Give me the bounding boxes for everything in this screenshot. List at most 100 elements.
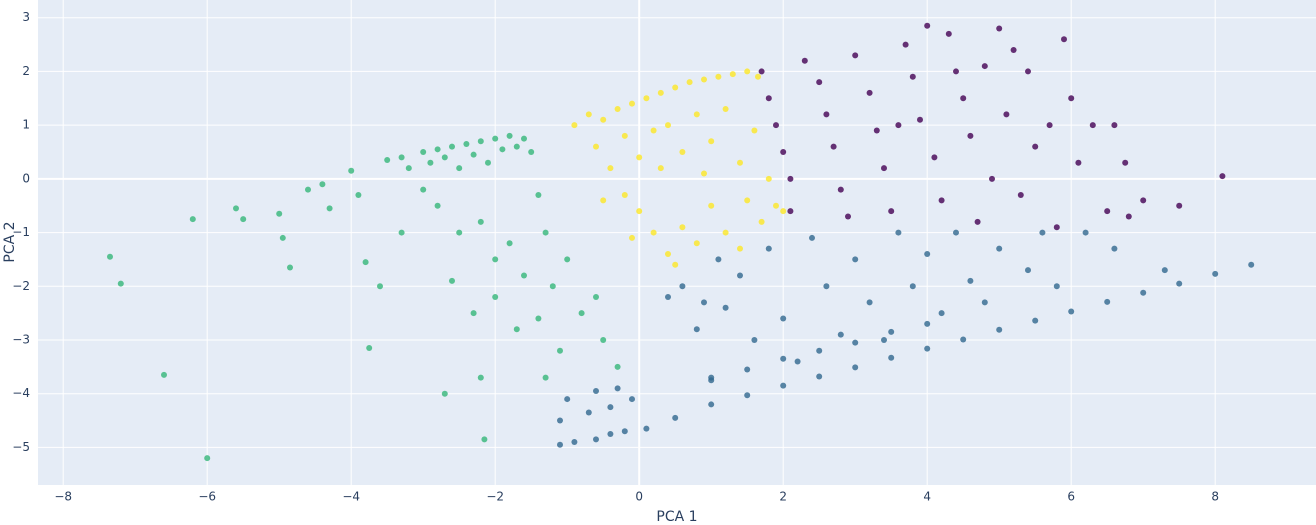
point (873, 127, 880, 134)
point (773, 202, 779, 209)
point (938, 197, 945, 204)
point (1025, 68, 1031, 75)
point (1125, 213, 1132, 220)
point (852, 256, 859, 263)
point (240, 216, 247, 223)
y-tick-label: −1 (12, 225, 30, 239)
point (866, 89, 873, 96)
point (755, 73, 761, 80)
point (931, 154, 938, 161)
point (456, 165, 463, 172)
point (1111, 122, 1118, 129)
point (449, 277, 455, 284)
point (362, 259, 369, 266)
point (758, 68, 765, 75)
point (737, 272, 743, 279)
point (614, 363, 621, 370)
point (542, 229, 549, 236)
point (578, 310, 585, 317)
point (665, 251, 671, 258)
point (672, 261, 679, 268)
point (780, 315, 787, 322)
point (722, 106, 729, 113)
point (557, 441, 563, 448)
point (665, 122, 671, 129)
point (481, 436, 488, 443)
point (845, 213, 851, 220)
point (571, 122, 578, 129)
point (744, 197, 751, 204)
point (434, 146, 441, 153)
point (909, 283, 916, 290)
point (499, 146, 506, 153)
point (722, 229, 729, 236)
point (1140, 197, 1147, 204)
point (398, 154, 405, 161)
plot-background (38, 0, 1316, 485)
point (161, 371, 167, 378)
point (866, 299, 873, 306)
point (765, 175, 772, 182)
point (1176, 280, 1183, 287)
point (837, 186, 844, 193)
point (693, 326, 700, 333)
point (938, 310, 945, 317)
point (1075, 159, 1082, 166)
point (1032, 317, 1039, 324)
point (477, 374, 484, 381)
point (751, 127, 758, 134)
point (189, 216, 196, 223)
point (621, 191, 628, 198)
point (996, 25, 1003, 32)
point (629, 100, 635, 107)
point (600, 336, 607, 343)
point (701, 170, 707, 177)
point (967, 277, 974, 284)
point (485, 159, 491, 166)
point (1140, 289, 1147, 296)
y-tick-label: −5 (12, 440, 30, 454)
point (492, 294, 499, 301)
y-tick-label: −3 (12, 332, 30, 346)
x-tick-label: 2 (779, 490, 787, 504)
point (780, 382, 787, 389)
point (780, 355, 787, 362)
point (276, 210, 283, 217)
point (564, 256, 571, 263)
point (1032, 143, 1039, 150)
point (996, 326, 1003, 333)
x-tick-label: −8 (54, 490, 72, 504)
point (629, 234, 635, 241)
point (888, 354, 895, 361)
point (513, 143, 520, 150)
point (607, 165, 614, 172)
point (506, 132, 513, 139)
point (1212, 270, 1219, 277)
point (441, 390, 448, 397)
point (823, 111, 830, 118)
point (535, 191, 542, 198)
point (1248, 261, 1255, 268)
point (348, 167, 355, 174)
x-tick-label: −4 (342, 490, 360, 504)
point (585, 111, 592, 118)
point (852, 364, 859, 371)
x-tick-label: −2 (486, 490, 504, 504)
point (528, 148, 535, 155)
point (679, 283, 686, 290)
point (729, 71, 736, 78)
point (326, 205, 333, 212)
point (744, 366, 751, 373)
point (852, 52, 859, 59)
point (521, 272, 527, 279)
point (405, 165, 412, 172)
point (816, 347, 823, 354)
point (888, 328, 895, 335)
point (233, 205, 239, 212)
point (585, 409, 592, 416)
point (708, 374, 715, 381)
point (643, 95, 650, 102)
point (737, 245, 743, 252)
point (960, 95, 967, 102)
